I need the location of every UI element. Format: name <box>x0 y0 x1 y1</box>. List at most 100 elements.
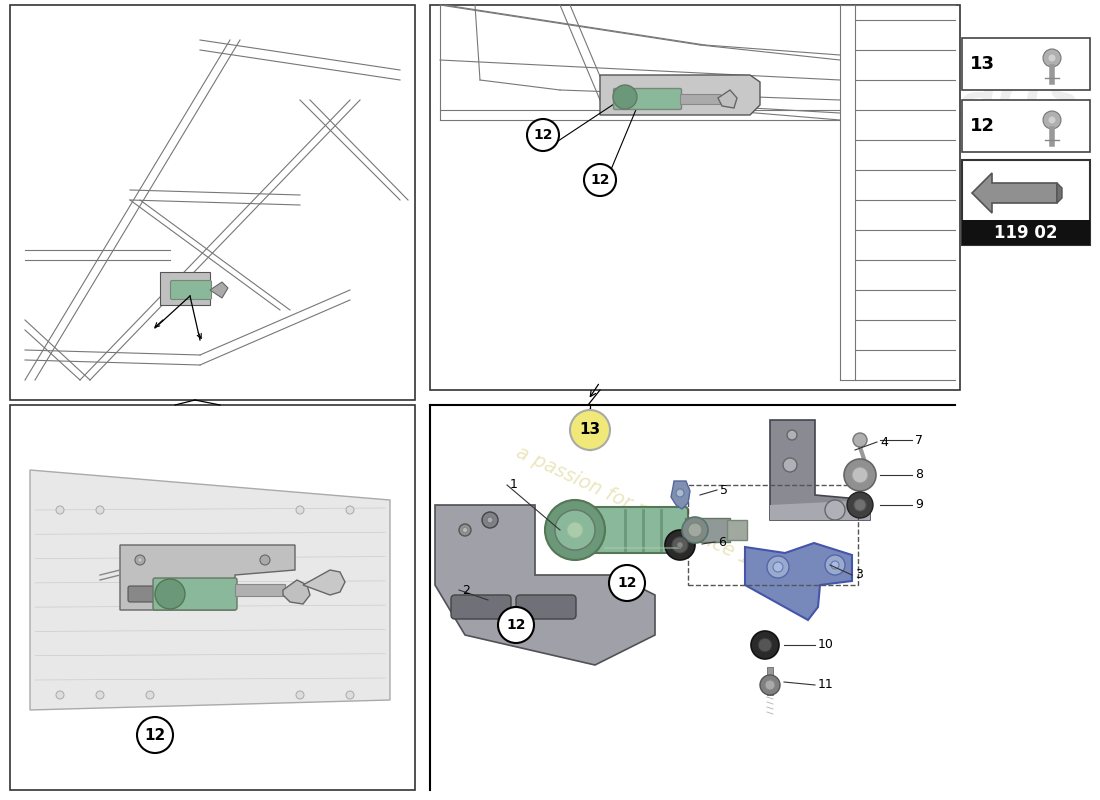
Circle shape <box>773 562 783 572</box>
Polygon shape <box>770 420 870 520</box>
Circle shape <box>764 680 776 690</box>
Circle shape <box>482 512 498 528</box>
Text: 4: 4 <box>880 435 888 449</box>
Circle shape <box>688 523 702 537</box>
FancyBboxPatch shape <box>451 595 512 619</box>
Circle shape <box>844 459 876 491</box>
Polygon shape <box>770 500 870 520</box>
Text: since 1985: since 1985 <box>922 85 1090 156</box>
Text: 12: 12 <box>506 618 526 632</box>
Circle shape <box>852 467 868 483</box>
Polygon shape <box>745 543 852 620</box>
Text: 9: 9 <box>915 498 923 511</box>
FancyBboxPatch shape <box>572 507 688 553</box>
Bar <box>430 5 960 390</box>
Bar <box>10 405 415 790</box>
Circle shape <box>666 530 695 560</box>
Circle shape <box>459 524 471 536</box>
Circle shape <box>566 522 583 538</box>
Circle shape <box>296 691 304 699</box>
Bar <box>767 667 773 695</box>
Text: 12: 12 <box>534 128 552 142</box>
Text: 3: 3 <box>855 569 862 582</box>
Text: 12: 12 <box>144 727 166 742</box>
Circle shape <box>1043 49 1062 67</box>
Bar <box>962 38 1090 90</box>
Circle shape <box>570 410 611 450</box>
Bar <box>10 5 415 400</box>
Circle shape <box>584 164 616 196</box>
Circle shape <box>609 565 645 601</box>
Polygon shape <box>600 75 760 115</box>
Circle shape <box>544 500 605 560</box>
Circle shape <box>613 85 637 109</box>
Text: 6: 6 <box>718 535 726 549</box>
Circle shape <box>825 555 845 575</box>
FancyBboxPatch shape <box>128 586 167 602</box>
Text: 5: 5 <box>720 483 728 497</box>
Circle shape <box>146 691 154 699</box>
Circle shape <box>96 691 104 699</box>
Text: 119 02: 119 02 <box>994 224 1058 242</box>
Text: 12: 12 <box>970 117 996 135</box>
Text: 13: 13 <box>970 55 996 73</box>
Polygon shape <box>283 580 310 604</box>
Circle shape <box>96 506 104 514</box>
Circle shape <box>572 517 578 523</box>
Text: auto: auto <box>736 69 870 121</box>
Circle shape <box>56 691 64 699</box>
Text: 2: 2 <box>462 583 470 597</box>
Text: 13: 13 <box>580 422 601 438</box>
Text: 8: 8 <box>915 469 923 482</box>
Bar <box>962 160 1090 245</box>
Polygon shape <box>160 272 210 305</box>
Text: 11: 11 <box>818 678 834 691</box>
Circle shape <box>498 607 534 643</box>
Circle shape <box>462 527 468 533</box>
FancyBboxPatch shape <box>170 281 211 299</box>
Circle shape <box>155 579 185 609</box>
Circle shape <box>1048 116 1056 124</box>
Circle shape <box>852 433 867 447</box>
Polygon shape <box>1057 183 1062 203</box>
Polygon shape <box>671 481 690 509</box>
Polygon shape <box>120 545 295 610</box>
Circle shape <box>825 500 845 520</box>
Circle shape <box>672 537 688 553</box>
Circle shape <box>346 691 354 699</box>
Bar <box>680 94 720 104</box>
Circle shape <box>1048 54 1056 62</box>
Circle shape <box>830 561 839 569</box>
Bar <box>235 584 285 596</box>
Circle shape <box>56 506 64 514</box>
Text: 1: 1 <box>510 478 518 491</box>
Circle shape <box>135 555 145 565</box>
Circle shape <box>296 506 304 514</box>
Text: 10: 10 <box>818 638 834 651</box>
Circle shape <box>758 638 772 652</box>
Circle shape <box>847 492 873 518</box>
FancyBboxPatch shape <box>516 595 576 619</box>
Circle shape <box>138 558 142 562</box>
Circle shape <box>854 499 866 511</box>
Polygon shape <box>302 570 345 595</box>
Circle shape <box>682 517 708 543</box>
Circle shape <box>1043 111 1062 129</box>
Bar <box>688 485 858 585</box>
Bar <box>727 520 747 540</box>
Circle shape <box>783 458 798 472</box>
Circle shape <box>767 556 789 578</box>
Polygon shape <box>434 505 654 665</box>
Circle shape <box>676 542 683 548</box>
Polygon shape <box>30 470 390 710</box>
FancyBboxPatch shape <box>153 578 236 610</box>
Text: a passion for parts since 1985: a passion for parts since 1985 <box>513 442 788 584</box>
Circle shape <box>346 506 354 514</box>
Polygon shape <box>210 282 228 298</box>
Polygon shape <box>718 90 737 108</box>
Polygon shape <box>972 173 1057 213</box>
Circle shape <box>760 675 780 695</box>
Circle shape <box>487 517 493 523</box>
Bar <box>685 518 730 542</box>
Bar <box>962 100 1090 152</box>
